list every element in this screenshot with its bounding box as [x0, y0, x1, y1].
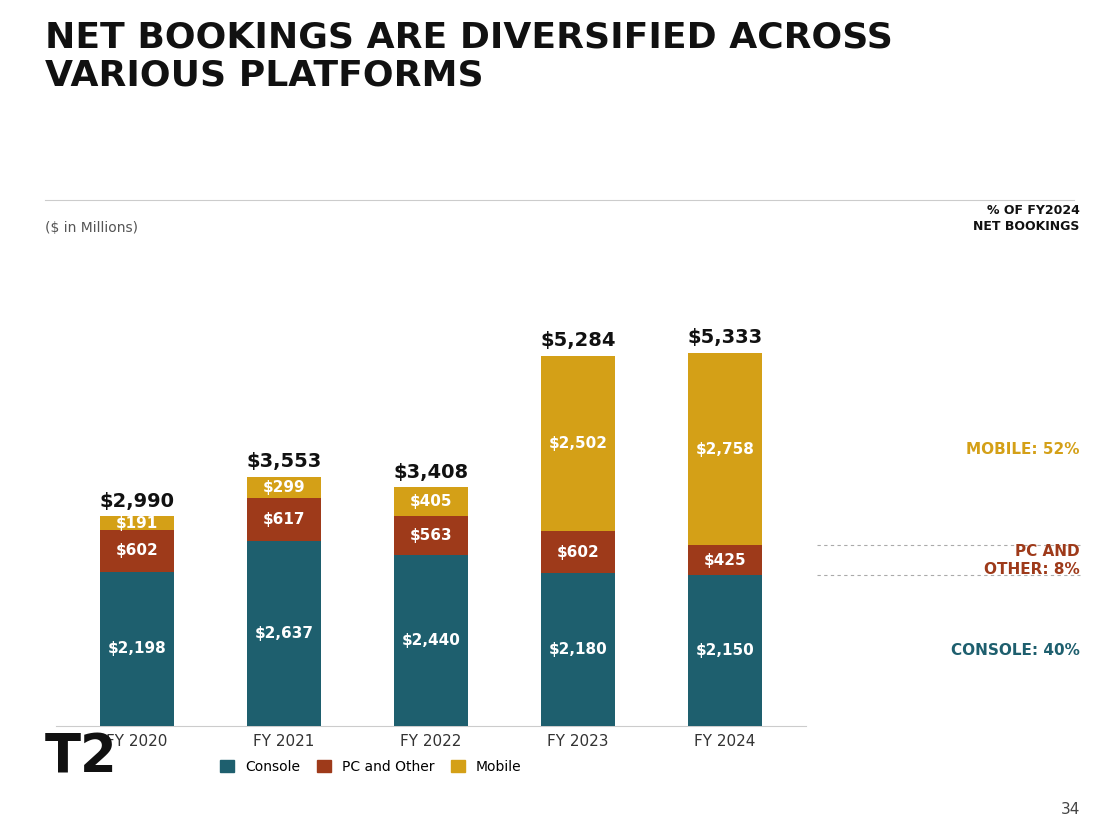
Text: $191: $191 — [115, 515, 158, 530]
Text: CONSOLE: 40%: CONSOLE: 40% — [951, 643, 1080, 658]
Bar — [542, 356, 614, 531]
Text: $2,637: $2,637 — [254, 626, 313, 641]
Text: T2: T2 — [45, 732, 117, 784]
Bar — [247, 477, 320, 498]
Text: $602: $602 — [115, 543, 158, 558]
Text: $299: $299 — [263, 480, 305, 495]
Text: $617: $617 — [263, 512, 305, 527]
Text: $425: $425 — [704, 553, 746, 568]
Text: $2,180: $2,180 — [548, 642, 608, 657]
Text: $2,440: $2,440 — [402, 633, 460, 648]
Text: $2,990: $2,990 — [100, 492, 175, 510]
Text: $2,198: $2,198 — [107, 641, 167, 656]
Bar — [100, 530, 173, 572]
Text: $405: $405 — [410, 494, 452, 509]
Bar — [394, 515, 468, 555]
Legend: Console, PC and Other, Mobile: Console, PC and Other, Mobile — [215, 754, 527, 779]
Bar — [688, 545, 762, 575]
Bar — [100, 572, 173, 726]
Text: $563: $563 — [410, 528, 452, 543]
Text: MOBILE: 52%: MOBILE: 52% — [967, 441, 1080, 456]
Text: $3,553: $3,553 — [246, 453, 321, 471]
Bar — [100, 516, 173, 530]
Text: $2,758: $2,758 — [695, 441, 754, 456]
Bar — [394, 487, 468, 515]
Text: ($ in Millions): ($ in Millions) — [45, 221, 138, 235]
Text: $2,502: $2,502 — [548, 436, 608, 451]
Text: 34: 34 — [1061, 802, 1080, 817]
Bar — [394, 555, 468, 726]
Text: $5,333: $5,333 — [687, 328, 762, 347]
Bar — [542, 531, 614, 573]
Bar — [247, 541, 320, 726]
Text: $3,408: $3,408 — [393, 463, 469, 481]
Text: $5,284: $5,284 — [540, 331, 615, 350]
Text: $2,150: $2,150 — [695, 643, 754, 658]
Bar — [542, 573, 614, 726]
Bar — [688, 575, 762, 726]
Bar — [247, 498, 320, 541]
Text: NET BOOKINGS ARE DIVERSIFIED ACROSS
VARIOUS PLATFORMS: NET BOOKINGS ARE DIVERSIFIED ACROSS VARI… — [45, 21, 893, 93]
Text: $602: $602 — [556, 545, 599, 560]
Text: % OF FY2024
NET BOOKINGS: % OF FY2024 NET BOOKINGS — [974, 204, 1080, 234]
Text: PC AND
OTHER: 8%: PC AND OTHER: 8% — [984, 544, 1080, 576]
Bar — [688, 353, 762, 545]
